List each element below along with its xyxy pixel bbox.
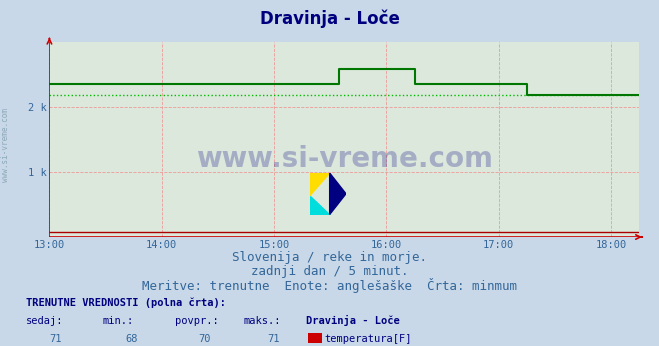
Text: maks.:: maks.: — [244, 316, 281, 326]
Text: 71: 71 — [268, 334, 279, 344]
Text: Dravinja - Loče: Dravinja - Loče — [306, 315, 400, 326]
Polygon shape — [310, 196, 330, 215]
Polygon shape — [310, 173, 330, 196]
Text: www.si-vreme.com: www.si-vreme.com — [196, 145, 493, 173]
Polygon shape — [330, 173, 346, 215]
Text: 70: 70 — [198, 334, 210, 344]
Text: TRENUTNE VREDNOSTI (polna črta):: TRENUTNE VREDNOSTI (polna črta): — [26, 298, 226, 308]
Text: sedaj:: sedaj: — [26, 316, 64, 326]
Text: 71: 71 — [50, 334, 62, 344]
Text: min.:: min.: — [102, 316, 133, 326]
Text: Dravinja - Loče: Dravinja - Loče — [260, 10, 399, 28]
Text: Slovenija / reke in morje.: Slovenija / reke in morje. — [232, 251, 427, 264]
Text: povpr.:: povpr.: — [175, 316, 218, 326]
Text: www.si-vreme.com: www.si-vreme.com — [1, 108, 10, 182]
Text: 68: 68 — [126, 334, 138, 344]
Text: zadnji dan / 5 minut.: zadnji dan / 5 minut. — [251, 265, 408, 278]
Text: Meritve: trenutne  Enote: anglešaške  Črta: minmum: Meritve: trenutne Enote: anglešaške Črta… — [142, 278, 517, 293]
Text: temperatura[F]: temperatura[F] — [325, 334, 413, 344]
